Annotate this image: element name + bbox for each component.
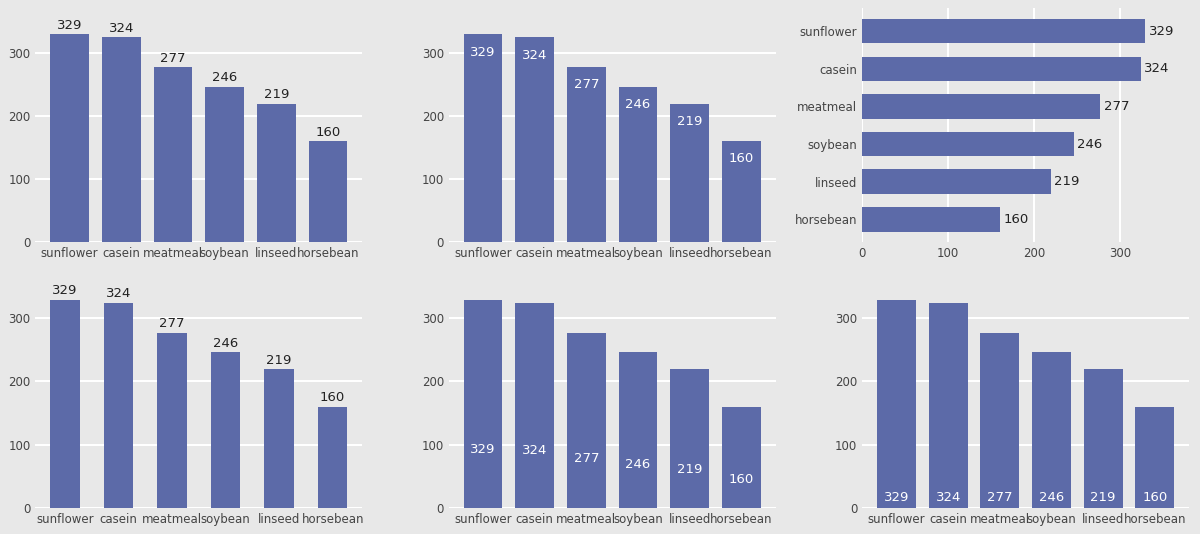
- Text: 277: 277: [988, 491, 1013, 504]
- Bar: [154, 67, 192, 242]
- Text: 277: 277: [161, 52, 186, 65]
- Bar: [104, 303, 133, 508]
- Bar: [863, 19, 1145, 43]
- Text: 329: 329: [470, 443, 496, 456]
- Bar: [50, 300, 79, 508]
- Text: 324: 324: [522, 49, 547, 62]
- Text: 219: 219: [266, 354, 292, 367]
- Bar: [863, 57, 1141, 81]
- Text: 324: 324: [109, 22, 134, 35]
- Bar: [619, 87, 658, 242]
- Text: 324: 324: [106, 287, 131, 301]
- Bar: [619, 352, 658, 508]
- Bar: [568, 67, 606, 242]
- Text: 329: 329: [53, 284, 78, 297]
- Bar: [102, 37, 140, 242]
- Text: 246: 246: [1078, 138, 1103, 151]
- Bar: [929, 303, 967, 508]
- Text: 329: 329: [1148, 25, 1174, 38]
- Text: 160: 160: [728, 473, 754, 486]
- Text: 160: 160: [728, 152, 754, 166]
- Bar: [515, 303, 554, 508]
- Text: 324: 324: [936, 491, 961, 504]
- Bar: [980, 333, 1019, 508]
- Bar: [863, 207, 1000, 232]
- Bar: [50, 34, 89, 242]
- Bar: [568, 333, 606, 508]
- Bar: [1135, 407, 1175, 508]
- Bar: [463, 300, 503, 508]
- Bar: [722, 141, 761, 242]
- Text: 277: 277: [574, 78, 599, 91]
- Text: 324: 324: [1145, 62, 1170, 75]
- Bar: [211, 352, 240, 508]
- Text: 246: 246: [212, 71, 238, 84]
- Text: 246: 246: [212, 337, 239, 350]
- Bar: [318, 407, 347, 508]
- Bar: [863, 169, 1051, 194]
- Text: 324: 324: [522, 444, 547, 457]
- Bar: [877, 300, 916, 508]
- Text: 219: 219: [264, 88, 289, 101]
- Text: 277: 277: [160, 317, 185, 330]
- Text: 160: 160: [1142, 491, 1168, 504]
- Bar: [671, 370, 709, 508]
- Text: 219: 219: [677, 115, 702, 128]
- Text: 219: 219: [1054, 175, 1080, 188]
- Text: 246: 246: [625, 98, 650, 111]
- Bar: [722, 407, 761, 508]
- Bar: [863, 132, 1074, 156]
- Bar: [463, 34, 503, 242]
- Bar: [1084, 370, 1122, 508]
- Bar: [308, 141, 347, 242]
- Text: 160: 160: [320, 391, 346, 404]
- Text: 160: 160: [316, 125, 341, 138]
- Bar: [205, 87, 244, 242]
- Text: 329: 329: [884, 491, 910, 504]
- Text: 277: 277: [574, 452, 599, 465]
- Bar: [264, 370, 294, 508]
- Bar: [863, 94, 1100, 119]
- Bar: [515, 37, 554, 242]
- Text: 219: 219: [677, 462, 702, 476]
- Text: 329: 329: [56, 19, 83, 32]
- Text: 219: 219: [1091, 491, 1116, 504]
- Text: 246: 246: [1039, 491, 1064, 504]
- Bar: [1032, 352, 1070, 508]
- Bar: [157, 333, 187, 508]
- Bar: [671, 104, 709, 242]
- Text: 246: 246: [625, 458, 650, 471]
- Text: 277: 277: [1104, 100, 1129, 113]
- Text: 329: 329: [470, 45, 496, 59]
- Text: 160: 160: [1003, 213, 1028, 226]
- Bar: [257, 104, 295, 242]
